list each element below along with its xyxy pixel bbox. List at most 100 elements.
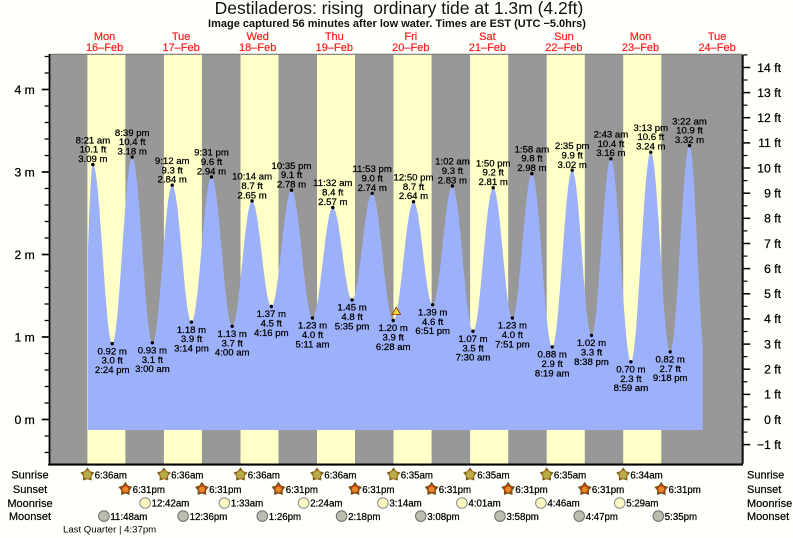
- svg-text:Sunrise: Sunrise: [11, 470, 48, 482]
- svg-text:10:14 am: 10:14 am: [232, 172, 272, 183]
- svg-text:6:36am: 6:36am: [324, 470, 356, 481]
- svg-text:9.8 ft: 9.8 ft: [521, 154, 543, 165]
- svg-text:1.02 m: 1.02 m: [577, 338, 606, 349]
- svg-text:18–Feb: 18–Feb: [239, 42, 276, 54]
- svg-text:1.39 m: 1.39 m: [418, 308, 447, 319]
- svg-text:−1 ft: −1 ft: [757, 438, 782, 452]
- svg-text:2.9 ft: 2.9 ft: [542, 359, 564, 370]
- svg-text:3.5 ft: 3.5 ft: [462, 343, 484, 354]
- svg-text:Sunset: Sunset: [13, 484, 47, 496]
- svg-text:8:21 am: 8:21 am: [76, 135, 111, 146]
- svg-text:10.6 ft: 10.6 ft: [637, 132, 664, 143]
- svg-text:6:31pm: 6:31pm: [362, 485, 394, 496]
- svg-text:4:00 am: 4:00 am: [215, 348, 250, 359]
- svg-text:0.92 m: 0.92 m: [98, 346, 127, 357]
- svg-text:8.4 ft: 8.4 ft: [322, 188, 344, 199]
- svg-text:6:31pm: 6:31pm: [133, 485, 165, 496]
- svg-text:0 ft: 0 ft: [764, 413, 782, 427]
- svg-text:Sat: Sat: [479, 31, 496, 43]
- svg-text:7 ft: 7 ft: [764, 237, 782, 251]
- svg-text:2.65 m: 2.65 m: [237, 190, 266, 201]
- svg-text:10 ft: 10 ft: [757, 161, 781, 175]
- svg-text:0.82 m: 0.82 m: [656, 355, 685, 366]
- svg-text:Tue: Tue: [708, 31, 727, 43]
- svg-text:16–Feb: 16–Feb: [86, 42, 123, 54]
- svg-text:6:31pm: 6:31pm: [592, 485, 624, 496]
- svg-text:7:51 pm: 7:51 pm: [495, 339, 530, 350]
- svg-text:6:31pm: 6:31pm: [286, 485, 318, 496]
- svg-text:6:35am: 6:35am: [401, 470, 433, 481]
- svg-text:6:35am: 6:35am: [554, 470, 586, 481]
- svg-text:6:51 pm: 6:51 pm: [415, 326, 450, 337]
- svg-text:Sun: Sun: [554, 31, 574, 43]
- svg-text:2 m: 2 m: [14, 248, 34, 262]
- svg-text:12:36pm: 12:36pm: [190, 512, 228, 523]
- svg-text:Mon: Mon: [94, 31, 115, 43]
- svg-text:Fri: Fri: [404, 31, 417, 43]
- svg-text:1:58 am: 1:58 am: [515, 144, 550, 155]
- svg-text:3.24 m: 3.24 m: [636, 142, 665, 153]
- svg-text:6:36am: 6:36am: [171, 470, 203, 481]
- svg-text:3.32 m: 3.32 m: [675, 135, 704, 146]
- svg-text:10:35 pm: 10:35 pm: [271, 161, 311, 172]
- svg-text:5:29am: 5:29am: [626, 499, 658, 510]
- svg-text:1.13 m: 1.13 m: [218, 329, 247, 340]
- svg-text:5:35 pm: 5:35 pm: [335, 321, 370, 332]
- svg-text:1:50 pm: 1:50 pm: [476, 158, 511, 169]
- svg-text:6:31pm: 6:31pm: [515, 485, 547, 496]
- svg-text:9.6 ft: 9.6 ft: [201, 157, 223, 168]
- svg-text:3:22 am: 3:22 am: [672, 116, 707, 127]
- svg-text:Moonset: Moonset: [9, 511, 51, 523]
- svg-text:6:35am: 6:35am: [477, 470, 509, 481]
- svg-text:12:42am: 12:42am: [152, 499, 190, 510]
- svg-text:1.18 m: 1.18 m: [177, 325, 206, 336]
- svg-text:3.16 m: 3.16 m: [596, 148, 625, 159]
- svg-text:Thu: Thu: [325, 31, 344, 43]
- svg-text:2.3 ft: 2.3 ft: [620, 374, 642, 385]
- svg-text:1 m: 1 m: [14, 330, 34, 344]
- svg-text:2:24am: 2:24am: [310, 499, 342, 510]
- svg-text:12:50 pm: 12:50 pm: [393, 172, 433, 183]
- svg-text:1:02 am: 1:02 am: [435, 157, 470, 168]
- svg-text:2.64 m: 2.64 m: [399, 191, 428, 202]
- svg-text:4.8 ft: 4.8 ft: [341, 312, 363, 323]
- svg-text:1.07 m: 1.07 m: [458, 334, 487, 345]
- svg-text:6 ft: 6 ft: [764, 262, 782, 276]
- svg-text:2.78 m: 2.78 m: [277, 180, 306, 191]
- svg-text:3:58pm: 3:58pm: [507, 512, 539, 523]
- svg-text:0.88 m: 0.88 m: [538, 350, 567, 361]
- svg-text:2 ft: 2 ft: [764, 363, 782, 377]
- svg-text:Moonrise: Moonrise: [747, 498, 792, 510]
- svg-text:Last Quarter | 4:37pm: Last Quarter | 4:37pm: [63, 525, 156, 536]
- svg-text:9 ft: 9 ft: [764, 187, 782, 201]
- svg-text:3.0 ft: 3.0 ft: [102, 356, 124, 367]
- svg-text:3.1 ft: 3.1 ft: [142, 355, 164, 366]
- svg-text:11:32 am: 11:32 am: [313, 178, 352, 189]
- svg-text:6:34am: 6:34am: [630, 470, 662, 481]
- svg-text:21–Feb: 21–Feb: [469, 42, 506, 54]
- svg-text:4.0 ft: 4.0 ft: [502, 330, 524, 341]
- svg-text:3.09 m: 3.09 m: [78, 154, 107, 165]
- svg-text:Moonrise: Moonrise: [7, 498, 52, 510]
- svg-text:2:24 pm: 2:24 pm: [95, 365, 130, 376]
- svg-text:1 ft: 1 ft: [764, 388, 782, 402]
- svg-text:11:53 pm: 11:53 pm: [353, 164, 392, 175]
- svg-text:2:35 pm: 2:35 pm: [555, 141, 590, 152]
- svg-text:Destiladeros: rising ordinary: Destiladeros: rising ordinary tide at 1.…: [215, 0, 584, 18]
- svg-text:20–Feb: 20–Feb: [392, 42, 429, 54]
- svg-text:3.7 ft: 3.7 ft: [222, 338, 244, 349]
- svg-text:4.0 ft: 4.0 ft: [302, 330, 324, 341]
- svg-text:1.37 m: 1.37 m: [257, 309, 286, 320]
- svg-text:2.98 m: 2.98 m: [517, 163, 546, 174]
- svg-text:9.3 ft: 9.3 ft: [162, 165, 184, 176]
- svg-text:Wed: Wed: [246, 31, 268, 43]
- svg-text:0.70 m: 0.70 m: [616, 364, 645, 375]
- svg-text:22–Feb: 22–Feb: [545, 42, 582, 54]
- svg-text:Tue: Tue: [172, 31, 191, 43]
- svg-text:11:48am: 11:48am: [110, 512, 147, 523]
- svg-text:1:33am: 1:33am: [231, 499, 263, 510]
- svg-text:9.3 ft: 9.3 ft: [442, 166, 464, 177]
- svg-text:9.0 ft: 9.0 ft: [362, 174, 384, 185]
- svg-text:9:12 am: 9:12 am: [155, 156, 190, 167]
- svg-text:2:43 am: 2:43 am: [594, 130, 629, 141]
